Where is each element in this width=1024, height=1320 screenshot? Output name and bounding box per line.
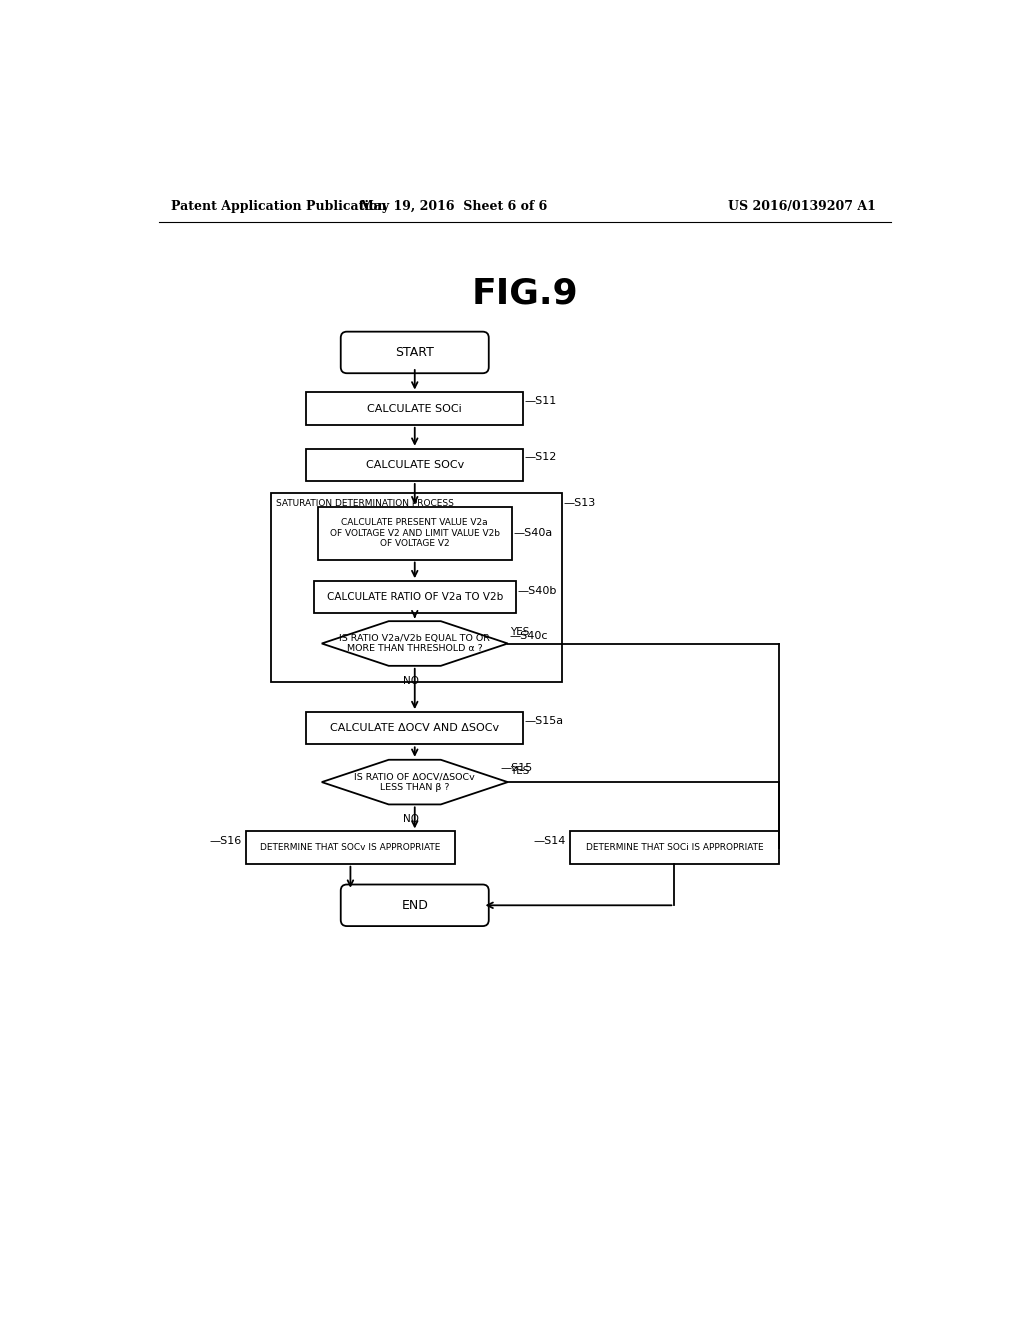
Text: CALCULATE SOCv: CALCULATE SOCv: [366, 459, 464, 470]
Text: CALCULATE ΔOCV AND ΔSOCv: CALCULATE ΔOCV AND ΔSOCv: [330, 723, 500, 733]
Bar: [314, 581, 515, 614]
Text: YES: YES: [510, 627, 529, 638]
Text: —S14: —S14: [534, 837, 566, 846]
Text: —S15a: —S15a: [524, 715, 564, 726]
Text: —S15: —S15: [500, 763, 532, 774]
Bar: [569, 832, 779, 863]
FancyBboxPatch shape: [341, 331, 488, 374]
Text: —S40c: —S40c: [509, 631, 548, 640]
Text: FIG.9: FIG.9: [471, 276, 579, 310]
Text: CALCULATE RATIO OF V2a TO V2b: CALCULATE RATIO OF V2a TO V2b: [327, 593, 503, 602]
Bar: [306, 392, 523, 425]
Text: CALCULATE SOCi: CALCULATE SOCi: [368, 404, 462, 413]
Text: US 2016/0139207 A1: US 2016/0139207 A1: [728, 199, 877, 213]
Text: —S16: —S16: [210, 837, 242, 846]
Bar: [317, 507, 512, 560]
Text: NO: NO: [402, 814, 419, 825]
Text: DETERMINE THAT SOCv IS APPROPRIATE: DETERMINE THAT SOCv IS APPROPRIATE: [260, 843, 440, 851]
Text: —S13: —S13: [563, 498, 596, 508]
Text: IS RATIO V2a/V2b EQUAL TO OR
MORE THAN THRESHOLD α ?: IS RATIO V2a/V2b EQUAL TO OR MORE THAN T…: [339, 634, 490, 653]
FancyBboxPatch shape: [341, 884, 488, 927]
Text: NO: NO: [402, 676, 419, 686]
Text: Patent Application Publication: Patent Application Publication: [171, 199, 386, 213]
Text: YES: YES: [510, 766, 529, 776]
Text: —S11: —S11: [524, 396, 557, 407]
Text: END: END: [401, 899, 428, 912]
Text: May 19, 2016  Sheet 6 of 6: May 19, 2016 Sheet 6 of 6: [359, 199, 547, 213]
Text: CALCULATE PRESENT VALUE V2a
OF VOLTAGE V2 AND LIMIT VALUE V2b
OF VOLTAGE V2: CALCULATE PRESENT VALUE V2a OF VOLTAGE V…: [330, 519, 500, 548]
Bar: [246, 832, 455, 863]
Bar: [271, 494, 562, 682]
Text: START: START: [395, 346, 434, 359]
Bar: [306, 449, 523, 480]
Text: —S12: —S12: [524, 453, 557, 462]
Text: IS RATIO OF ΔOCV/ΔSOCv
LESS THAN β ?: IS RATIO OF ΔOCV/ΔSOCv LESS THAN β ?: [354, 772, 475, 792]
Bar: [306, 711, 523, 744]
Text: DETERMINE THAT SOCi IS APPROPRIATE: DETERMINE THAT SOCi IS APPROPRIATE: [586, 843, 763, 851]
Text: —S40b: —S40b: [517, 586, 556, 597]
Text: —S40a: —S40a: [513, 528, 552, 539]
Polygon shape: [322, 760, 508, 804]
Text: SATURATION DETERMINATION PROCESS: SATURATION DETERMINATION PROCESS: [276, 499, 454, 508]
Polygon shape: [322, 622, 508, 665]
